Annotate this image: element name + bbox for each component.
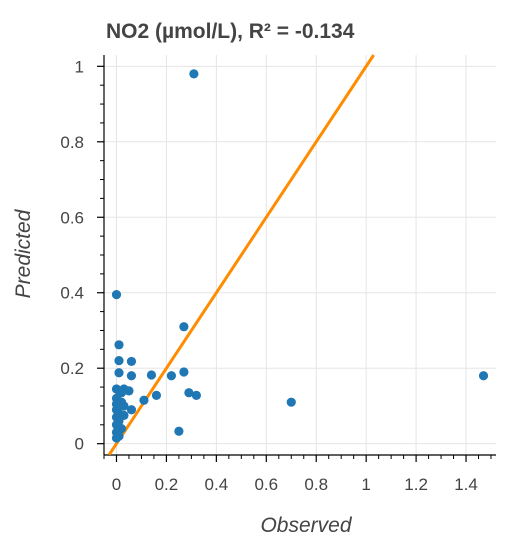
data-point bbox=[139, 395, 149, 405]
reference-line bbox=[107, 54, 375, 455]
data-point bbox=[114, 356, 124, 366]
y-axis-ticks: 0 0.2 0.4 0.6 0.8 1 bbox=[60, 57, 104, 454]
x-axis-label: Observed bbox=[260, 514, 352, 537]
data-point bbox=[111, 290, 122, 300]
data-point bbox=[151, 390, 162, 400]
data-point bbox=[174, 426, 184, 436]
data-point bbox=[119, 401, 129, 411]
y-tick-label: 1 bbox=[75, 57, 84, 76]
y-tick-label: 0.4 bbox=[60, 284, 84, 303]
data-point bbox=[184, 388, 194, 398]
axes bbox=[103, 55, 496, 456]
x-tick-label: 1 bbox=[361, 475, 370, 494]
data-point bbox=[126, 405, 137, 415]
data-point bbox=[111, 433, 122, 443]
y-tick-label: 0.6 bbox=[60, 208, 84, 227]
data-point bbox=[126, 356, 137, 367]
data-point bbox=[478, 371, 489, 381]
data-point bbox=[126, 371, 137, 381]
data-point bbox=[286, 397, 296, 407]
data-point bbox=[179, 322, 189, 332]
x-tick-label: 0.4 bbox=[205, 475, 229, 494]
y-tick-label: 0 bbox=[75, 435, 84, 454]
x-tick-label: 0 bbox=[112, 475, 121, 494]
grid-lines bbox=[104, 55, 496, 455]
data-point bbox=[189, 69, 199, 79]
data-point bbox=[114, 368, 124, 378]
y-axis-label: Predicted bbox=[12, 208, 35, 298]
x-tick-label: 0.8 bbox=[304, 475, 328, 494]
x-tick-label: 0.2 bbox=[155, 475, 179, 494]
data-points bbox=[111, 69, 489, 443]
data-point bbox=[114, 340, 124, 350]
y-tick-label: 0.2 bbox=[60, 359, 84, 378]
x-tick-label: 1.4 bbox=[454, 475, 478, 494]
data-point bbox=[124, 386, 134, 396]
y-tick-label: 0.8 bbox=[60, 133, 84, 152]
data-point bbox=[166, 371, 177, 381]
x-tick-label: 0.6 bbox=[254, 475, 278, 494]
x-tick-label: 1.2 bbox=[404, 475, 428, 494]
data-point bbox=[191, 390, 201, 400]
data-point bbox=[179, 367, 189, 377]
reference-line-group bbox=[107, 54, 375, 455]
x-axis-ticks: 0 0.2 0.4 0.6 0.8 1 1.2 1.4 bbox=[103, 455, 492, 494]
chart-title: NO2 (µmol/L), R² = -0.134 bbox=[106, 20, 355, 43]
data-point bbox=[146, 370, 157, 380]
